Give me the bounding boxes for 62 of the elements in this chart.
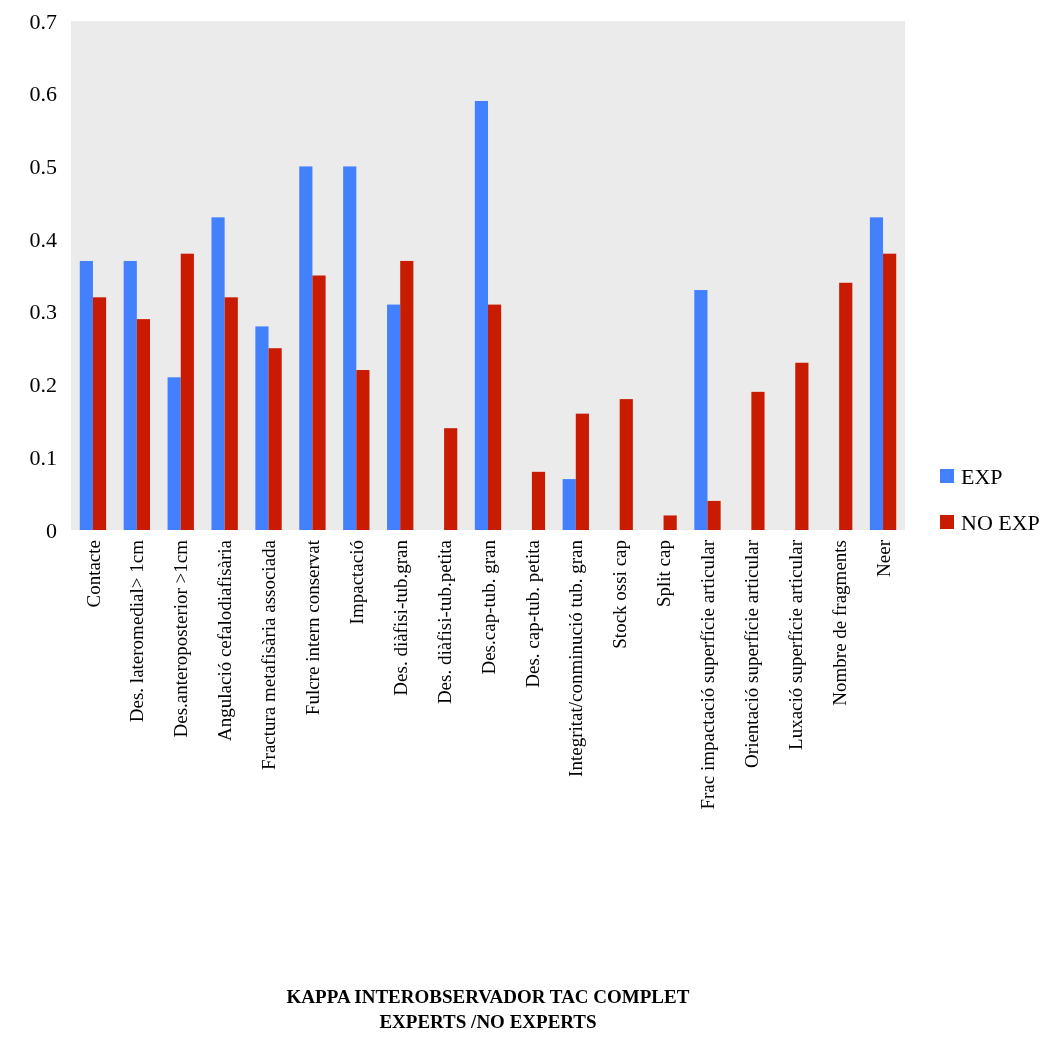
bar [619, 399, 633, 530]
x-tick-label: Impactació [345, 540, 367, 625]
bar [136, 319, 151, 530]
x-tick-label: Des. cap-tub. petita [521, 539, 543, 688]
y-tick-label: 0.4 [29, 226, 57, 252]
bar [795, 362, 809, 530]
text: EXPERTS /NO EXPERTS [379, 1011, 597, 1032]
bar [180, 253, 194, 530]
bar [694, 290, 708, 530]
bar [562, 479, 576, 530]
bar [387, 304, 401, 530]
x-tick-label: Des. diàfisi-tub.petita [433, 539, 455, 705]
y-tick-label: 0.1 [29, 444, 57, 470]
bar [663, 515, 677, 530]
x-tick-label: Split cap [653, 540, 675, 608]
text: KAPPA INTEROBSERVADOR TAC COMPLET [286, 986, 690, 1007]
x-tick-label: Des. lateromedial> 1cm [126, 539, 148, 723]
bar [575, 413, 589, 530]
x-tick-label: Nombre de fragments [828, 540, 850, 706]
x-tick-label: Angulació cefalodiafisària [214, 539, 236, 741]
x-tick-label: Des.anteroposterior >1cm [170, 539, 192, 738]
x-tick-label: Des.cap-tub. gran [477, 539, 499, 675]
bar [883, 253, 897, 530]
y-tick-label: 0.2 [29, 372, 57, 398]
bar [211, 217, 225, 530]
bar [707, 500, 721, 530]
bar [79, 260, 93, 530]
bar [224, 297, 238, 530]
bar [92, 297, 107, 530]
legend-label: EXP [961, 463, 1003, 489]
y-tick-label: 0.6 [29, 81, 57, 107]
bar [343, 166, 357, 530]
x-tick-label: Des. diàfisi-tub.gran [389, 539, 411, 696]
bar [400, 260, 414, 530]
x-tick-label: Integritat/conminució tub. gran [565, 539, 587, 777]
x-tick-label: Frac impactació superfície articular [697, 539, 719, 810]
x-tick-label: Neer [872, 539, 894, 577]
y-tick-label: 0.7 [29, 8, 57, 34]
bar [488, 304, 502, 530]
bar [299, 166, 313, 530]
bar [531, 471, 546, 530]
x-tick-label: Luxació superfície articular [784, 539, 806, 750]
x-tick-label: Contacte [82, 540, 104, 608]
x-tick-label: Stock ossi cap [609, 540, 631, 649]
y-tick-label: 0.3 [29, 299, 57, 325]
bar [444, 428, 458, 530]
y-tick-label: 0.5 [29, 153, 57, 179]
x-tick-label: Fulcre intern conservat [302, 539, 324, 716]
bar [268, 348, 282, 530]
y-tick-label: 0 [46, 517, 57, 543]
bar [356, 370, 370, 530]
bar [167, 377, 181, 530]
bar [869, 217, 884, 530]
bar [312, 275, 326, 530]
bar [255, 326, 269, 530]
legend-label: NO EXP [961, 509, 1040, 535]
bar [474, 100, 488, 530]
x-tick-label: Orientació superfície articular [741, 539, 763, 768]
bar [751, 391, 765, 530]
x-tick-label: Fractura metafisària associada [258, 539, 280, 770]
bar [123, 260, 137, 530]
bar [839, 282, 853, 530]
